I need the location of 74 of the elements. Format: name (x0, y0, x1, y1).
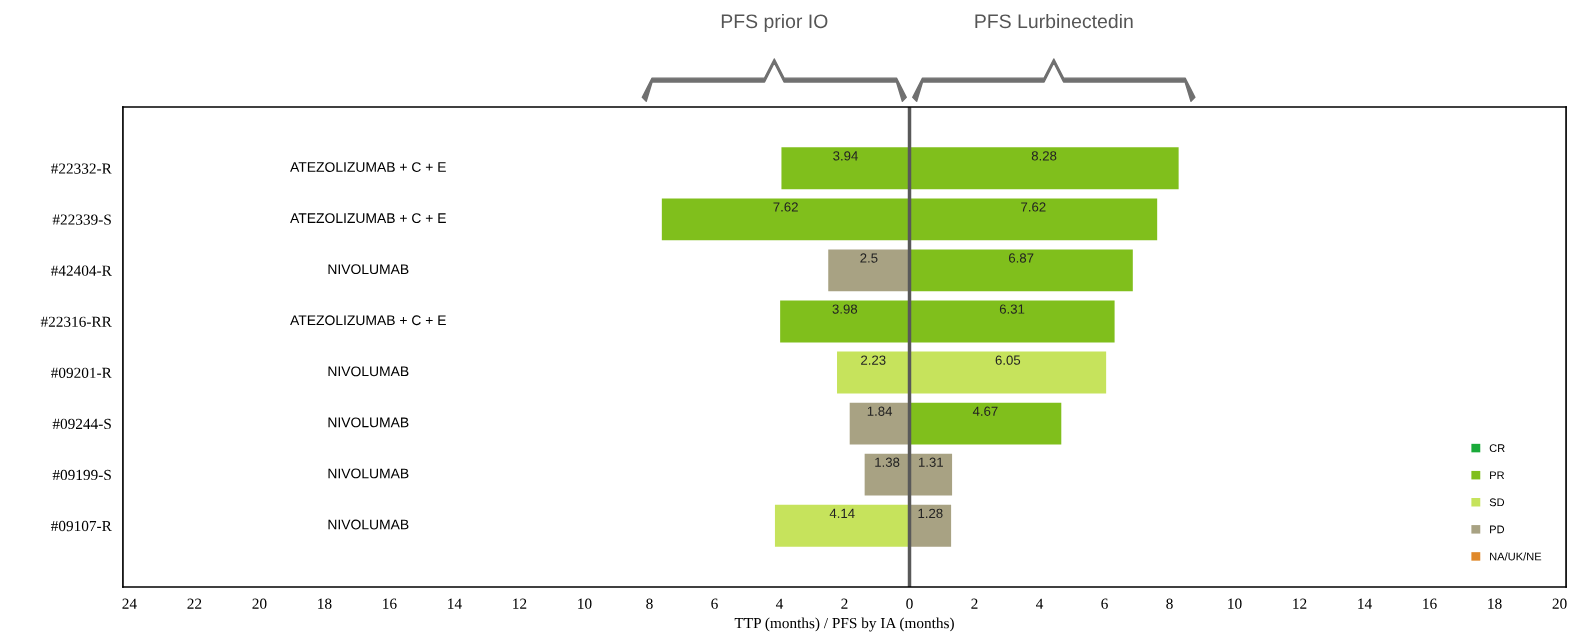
data-label: 6.05 (995, 355, 1021, 365)
bar (774, 504, 910, 547)
annotation: NIVOLUMAB (328, 366, 409, 377)
annotation: NIVOLUMAB (328, 264, 409, 275)
bar (864, 453, 910, 496)
data-label: 7.62 (1021, 202, 1046, 212)
x-tick-label: 14 (448, 598, 462, 609)
bar (909, 147, 1179, 190)
x-tick-label: 20 (252, 598, 267, 609)
data-label: 6.87 (1008, 253, 1034, 263)
x-tick-label: 6 (1101, 598, 1108, 609)
data-label: 1.31 (918, 457, 943, 467)
x-tick-label: 4 (1036, 598, 1044, 609)
bar (909, 351, 1107, 394)
text: PFS prior IO (721, 13, 828, 33)
x-tick-label: 12 (1293, 598, 1307, 609)
x-tick-label: 0 (906, 598, 913, 609)
y-tick-label: #09244-S (52, 418, 111, 430)
annotation: ATEZOLIZUMAB + C + E (290, 315, 446, 326)
bar (837, 351, 910, 394)
data-label: 1.84 (867, 406, 893, 416)
bar (909, 300, 1115, 343)
data-label: 6.31 (999, 304, 1025, 314)
y-tick-label: #22332-R (50, 163, 112, 174)
data-label: 3.98 (832, 304, 858, 314)
bar (828, 249, 910, 292)
y-tick-label: #09199-S (52, 469, 111, 481)
data-label: 8.28 (1031, 151, 1057, 161)
bar (849, 402, 910, 445)
annotation: ATEZOLIZUMAB + C + E (290, 213, 446, 224)
bar (909, 402, 1062, 445)
x-tick-label: 8 (1166, 598, 1173, 609)
data-label: 4.67 (972, 406, 998, 416)
bar (909, 198, 1158, 241)
x-tick-label: 20 (1552, 598, 1567, 609)
x-tick-label: 22 (187, 598, 202, 609)
y-tick-label: #42404-R (50, 265, 112, 276)
data-label: 1.28 (918, 508, 943, 519)
x-tick-label: 16 (383, 598, 397, 609)
legend-label: PR (1490, 471, 1505, 480)
data-label: 2.23 (861, 355, 886, 365)
x-tick-label: 18 (318, 598, 332, 609)
x-tick-label: 10 (578, 598, 592, 609)
text: PFS Lurbinectedin (975, 13, 1133, 29)
x-tick-label: 16 (1423, 598, 1437, 609)
y-tick-label: #09201-R (50, 367, 112, 378)
y-tick-label: #09107-R (50, 520, 112, 532)
bar (909, 249, 1133, 292)
x-tick-label: 8 (646, 598, 653, 609)
data-label: 2.5 (860, 253, 878, 263)
x-tick-label: 24 (122, 598, 137, 609)
x-tick-label: 10 (1228, 598, 1242, 609)
data-label: 3.94 (833, 151, 858, 161)
y-tick-label: #22339-S (52, 214, 111, 225)
data-label: 1.38 (875, 457, 900, 467)
legend-label: CR (1489, 444, 1505, 453)
x-tick-label: 2 (841, 598, 848, 609)
legend-label: SD (1489, 498, 1505, 507)
data-label: 7.62 (773, 202, 798, 212)
annotation: NIVOLUMAB (328, 468, 409, 479)
x-tick-label: 18 (1488, 598, 1502, 609)
x-tick-label: 14 (1358, 598, 1372, 609)
x-tick-label: 4 (775, 598, 784, 609)
legend-label: NA/UK/NE (1490, 552, 1542, 561)
x-tick-label: 2 (971, 598, 978, 609)
annotation: NIVOLUMAB (328, 519, 409, 530)
x-axis-title: TTP (months) / PFS by IA (months) (734, 617, 954, 632)
annotation: ATEZOLIZUMAB + C + E (290, 162, 446, 172)
data-label: 4.14 (829, 508, 855, 518)
y-tick-label: #22316-RR (40, 316, 112, 327)
legend-label: PD (1490, 525, 1505, 534)
x-tick-label: 6 (711, 598, 718, 609)
x-tick-label: 12 (513, 598, 527, 609)
annotation: NIVOLUMAB (328, 417, 409, 428)
